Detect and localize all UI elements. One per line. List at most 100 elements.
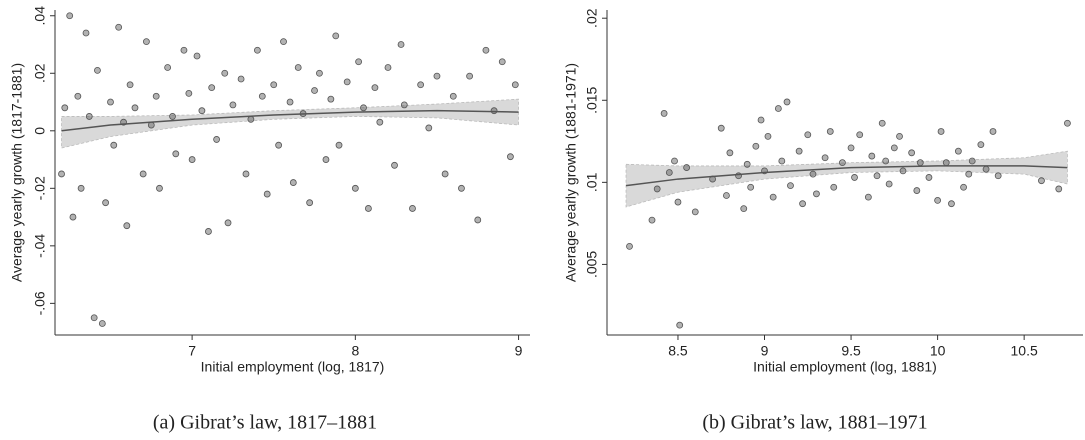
data-point	[391, 161, 398, 169]
data-point	[960, 183, 967, 191]
data-point	[131, 104, 139, 112]
data-point	[925, 174, 933, 181]
data-point	[968, 157, 976, 165]
data-point	[275, 141, 283, 149]
data-point	[172, 150, 180, 158]
data-point	[826, 128, 834, 135]
y-tick-label: .015	[584, 86, 600, 113]
data-point	[371, 84, 379, 92]
data-point	[213, 136, 220, 143]
data-point	[954, 147, 962, 155]
x-tick-label: 8.5	[668, 343, 688, 359]
data-point	[989, 128, 997, 135]
x-tick-label: 9	[515, 343, 523, 359]
x-tick-label: 7	[188, 343, 196, 359]
data-point	[180, 46, 188, 54]
data-point	[360, 104, 367, 112]
data-point	[152, 92, 160, 100]
data-point	[474, 216, 482, 224]
data-point	[977, 141, 985, 148]
data-point	[242, 170, 250, 178]
data-point	[237, 75, 245, 83]
data-point	[58, 170, 65, 178]
data-point	[660, 110, 668, 117]
y-axis-label: Average yearly growth (1817-1881)	[9, 63, 25, 282]
data-point	[343, 78, 351, 86]
data-point	[795, 147, 803, 155]
data-point	[882, 157, 890, 165]
data-point	[873, 172, 881, 180]
y-tick-label: 0	[32, 127, 48, 135]
data-point	[270, 81, 278, 89]
data-point	[799, 200, 806, 208]
data-point	[648, 216, 656, 224]
data-point	[626, 242, 633, 250]
data-point	[365, 205, 372, 212]
x-tick-label: 9.5	[841, 343, 861, 359]
data-point	[458, 184, 465, 192]
data-point	[896, 132, 903, 140]
data-point	[757, 116, 765, 124]
data-point	[425, 124, 433, 132]
data-point	[82, 29, 90, 37]
data-point	[937, 128, 945, 135]
x-axis-label: Initial employment (log, 1817)	[201, 359, 385, 375]
data-point	[665, 169, 673, 176]
data-point	[717, 124, 725, 132]
data-point	[294, 64, 302, 71]
data-point	[332, 32, 340, 40]
data-point	[774, 105, 782, 112]
caption: (b) Gibrat’s law, 1881–1971	[702, 412, 927, 434]
data-point	[205, 228, 212, 235]
data-point	[783, 98, 791, 106]
data-point	[778, 157, 786, 165]
data-point	[224, 219, 232, 227]
data-point	[143, 38, 150, 46]
data-point	[821, 154, 829, 162]
data-point	[878, 119, 886, 127]
data-point	[864, 193, 872, 201]
data-point	[409, 205, 416, 212]
data-point	[913, 187, 921, 194]
data-point	[934, 197, 942, 204]
data-point	[384, 64, 392, 71]
data-point	[490, 107, 498, 115]
data-point	[90, 314, 98, 322]
data-point	[804, 131, 812, 139]
data-point	[61, 104, 69, 112]
data-point	[839, 159, 846, 167]
data-point	[98, 320, 106, 327]
data-point	[110, 141, 118, 149]
data-point	[885, 180, 893, 188]
fit-line	[625, 165, 1068, 187]
data-point	[507, 153, 514, 161]
data-point	[115, 23, 123, 31]
data-point	[856, 131, 864, 139]
data-point	[221, 69, 229, 77]
data-point	[676, 321, 684, 329]
data-point	[433, 72, 441, 80]
y-axis-label: Average yearly growth (1881-1971)	[563, 63, 579, 282]
data-point	[322, 156, 330, 163]
data-point	[498, 58, 506, 66]
data-point	[289, 179, 297, 186]
data-point	[280, 38, 287, 46]
data-point	[156, 184, 163, 192]
data-point	[899, 167, 907, 175]
data-point	[982, 165, 990, 173]
data-point	[164, 64, 172, 71]
y-tick-label: -.04	[32, 234, 48, 258]
data-point	[890, 144, 898, 152]
data-point	[851, 174, 858, 181]
data-point	[397, 41, 405, 48]
data-point	[674, 198, 682, 206]
data-point	[188, 156, 196, 163]
data-point	[441, 170, 449, 178]
data-point	[511, 81, 519, 89]
data-point	[193, 52, 201, 60]
data-point	[306, 199, 314, 207]
data-point	[74, 92, 82, 100]
data-point	[94, 66, 101, 74]
data-point	[764, 132, 772, 140]
